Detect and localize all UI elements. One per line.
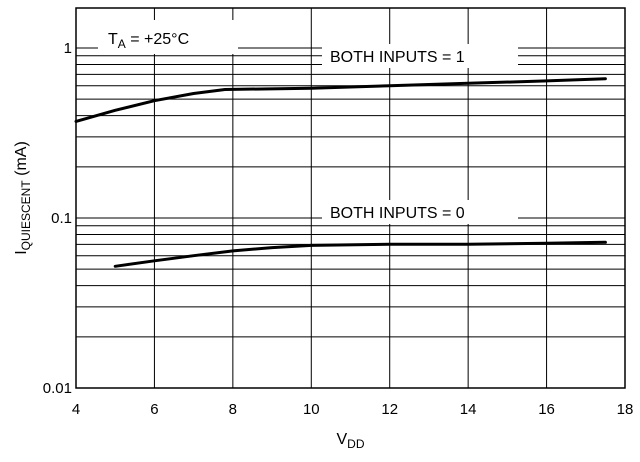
series-line-2: [113, 240, 607, 268]
series-1-label-background: [322, 44, 518, 68]
x-axis-label: VDD: [336, 431, 364, 451]
x-tick-label: 10: [303, 401, 320, 418]
x-tick-label: 14: [460, 401, 477, 418]
x-tick-label: 18: [617, 401, 634, 418]
series-1-label: BOTH INPUTS = 1: [330, 49, 465, 66]
series-group: [74, 77, 607, 268]
x-tick-label: 4: [72, 401, 80, 418]
annotation-background: [98, 20, 238, 54]
temperature-annotation: TA = +25°C: [108, 31, 189, 51]
series-2-label-background: [322, 200, 518, 224]
series-2-label: BOTH INPUTS = 0: [330, 205, 465, 222]
y-axis-label: IQUIESCENT (mA): [13, 141, 33, 255]
y-tick-label: 0.01: [43, 380, 72, 397]
x-tick-labels: 4 6 8 10 12 14 16 18: [72, 401, 634, 418]
plot-frame: [75, 7, 626, 389]
x-tick-label: 12: [381, 401, 398, 418]
series-line-1: [74, 77, 607, 123]
x-tick-label: 16: [538, 401, 555, 418]
y-tick-label: 0.1: [51, 210, 72, 227]
x-tick-label: 8: [229, 401, 237, 418]
y-tick-labels: 0.01 0.1 1: [43, 40, 72, 397]
y-tick-label: 1: [64, 40, 72, 57]
x-tick-label: 6: [150, 401, 158, 418]
